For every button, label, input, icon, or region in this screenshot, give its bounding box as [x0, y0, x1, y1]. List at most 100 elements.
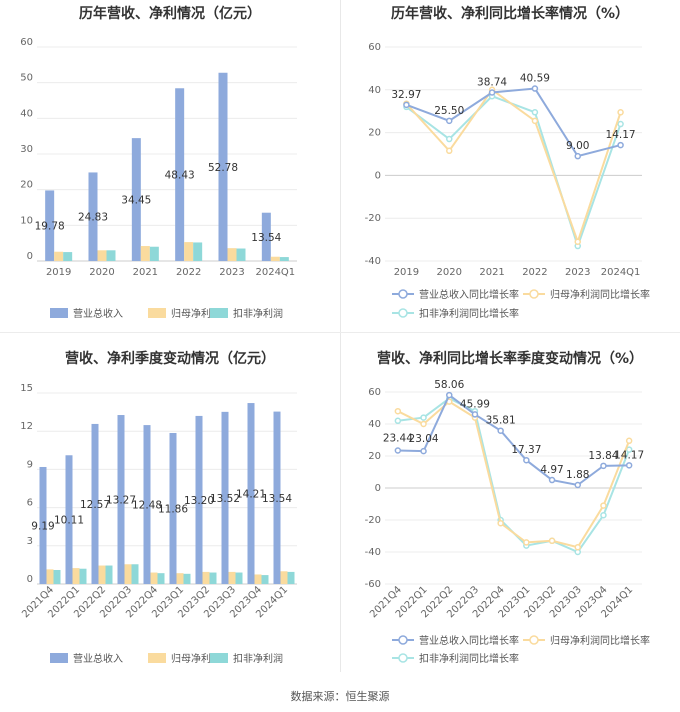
legend-swatch [210, 308, 228, 318]
data-label: 11.86 [158, 503, 188, 515]
data-label: 13.54 [262, 493, 292, 505]
x-tick-label: 2021 [133, 267, 158, 278]
bar [176, 573, 184, 584]
y-tick-label: 12 [20, 421, 33, 432]
legend-label: 营业总收入同比增长率 [419, 634, 519, 647]
data-point [497, 519, 504, 527]
data-point [625, 462, 633, 469]
data-label: 52.78 [208, 162, 238, 174]
data-label: 14.17 [614, 449, 644, 461]
data-point [497, 427, 504, 434]
x-tick-label: 2022 [176, 267, 201, 278]
data-point [394, 407, 402, 415]
legend-swatch-marker [529, 289, 539, 299]
y-tick-label: 0 [375, 170, 381, 181]
y-tick-label: 0 [27, 574, 33, 585]
data-point [600, 511, 607, 519]
y-tick-label: 40 [20, 108, 33, 119]
bar [117, 415, 125, 584]
y-tick-label: -60 [365, 579, 381, 590]
bar [235, 572, 243, 584]
y-tick-label: 20 [20, 180, 33, 191]
y-tick-label: 15 [20, 383, 33, 394]
legend-label: 归母净利润 [171, 652, 221, 665]
data-point [446, 117, 453, 125]
bar [143, 425, 151, 584]
y-tick-label: 40 [368, 85, 381, 96]
data-label: 38.74 [477, 76, 507, 88]
bar [261, 212, 271, 261]
x-tick-label: 2021 [479, 267, 504, 278]
bar [63, 252, 73, 261]
data-point [488, 89, 496, 96]
y-tick-label: 3 [27, 536, 33, 547]
data-label: 23.44 [383, 432, 413, 444]
bar [46, 569, 54, 584]
bar [98, 565, 106, 584]
bar [202, 571, 210, 584]
bar [287, 571, 295, 584]
data-point [420, 414, 427, 421]
y-tick-label: 10 [20, 215, 33, 226]
bar [106, 250, 116, 261]
data-label: 14.17 [606, 129, 636, 141]
data-point [420, 447, 427, 455]
chart-title: 历年营收、净利情况（亿元） [79, 6, 261, 22]
y-tick-label: 60 [368, 42, 381, 53]
y-tick-label: -40 [365, 256, 381, 267]
bar [280, 571, 288, 584]
bar [157, 573, 165, 584]
legend-swatch-marker [398, 289, 408, 299]
series-line [397, 400, 631, 549]
chart-panel-quarterly-revenue: 营收、净利季度变动情况（亿元） 0 3 6 9 12 15 2021Q4 9.19 2022Q1… [0, 340, 340, 680]
y-tick-label: 40 [368, 419, 381, 430]
data-label: 19.78 [35, 221, 65, 233]
data-point [548, 476, 556, 484]
bar [228, 571, 236, 584]
data-label: 32.97 [391, 89, 421, 101]
legend-swatch-marker [398, 308, 408, 318]
y-tick-label: 60 [20, 37, 33, 48]
bar [209, 572, 217, 584]
data-label: 14.21 [236, 489, 266, 501]
data-label: 10.11 [54, 515, 84, 527]
data-label: 13.84 [588, 450, 618, 462]
legend-label: 扣非净利润 [233, 307, 283, 320]
legend-swatch [50, 653, 68, 663]
bar [79, 568, 87, 584]
legend-swatch [148, 653, 166, 663]
data-point [446, 135, 453, 143]
data-source: 数据来源：恒生聚源 [290, 690, 390, 703]
series-line [397, 393, 630, 487]
bar [254, 574, 262, 584]
bar [149, 246, 159, 261]
data-point [531, 117, 539, 125]
bar [72, 568, 80, 584]
legend-swatch-marker [398, 635, 408, 645]
data-label: 48.43 [165, 170, 195, 182]
data-point [548, 537, 556, 545]
data-label: 34.45 [121, 195, 151, 207]
vertical-divider [340, 0, 341, 672]
bar [218, 72, 228, 261]
data-label: 58.06 [434, 379, 464, 391]
annual-revenue-chart: 0 10 20 30 40 50 60 2019 19.78 2020 24.83 2021 34.45… [20, 37, 297, 320]
data-label: 4.97 [540, 464, 563, 476]
data-label: 13.20 [184, 495, 214, 507]
y-tick-label: 0 [375, 483, 381, 494]
series-line [406, 87, 621, 158]
data-label: 13.52 [210, 493, 240, 505]
legend-swatch [50, 308, 68, 318]
y-tick-label: 6 [27, 498, 33, 509]
bar [131, 564, 139, 584]
data-point [523, 456, 530, 464]
y-tick-label: 30 [20, 144, 33, 155]
chart-panel-annual-growth: 历年营收、净利同比增长率情况（%） -40 -20 0 20 40 60 2019 2020 2… [340, 0, 680, 330]
data-label: 1.88 [566, 469, 589, 481]
data-point [617, 120, 624, 128]
legend-label: 归母净利润 [171, 307, 221, 320]
bar [105, 565, 113, 584]
y-tick-label: -20 [365, 515, 381, 526]
bar [45, 190, 55, 261]
data-point [574, 481, 581, 489]
